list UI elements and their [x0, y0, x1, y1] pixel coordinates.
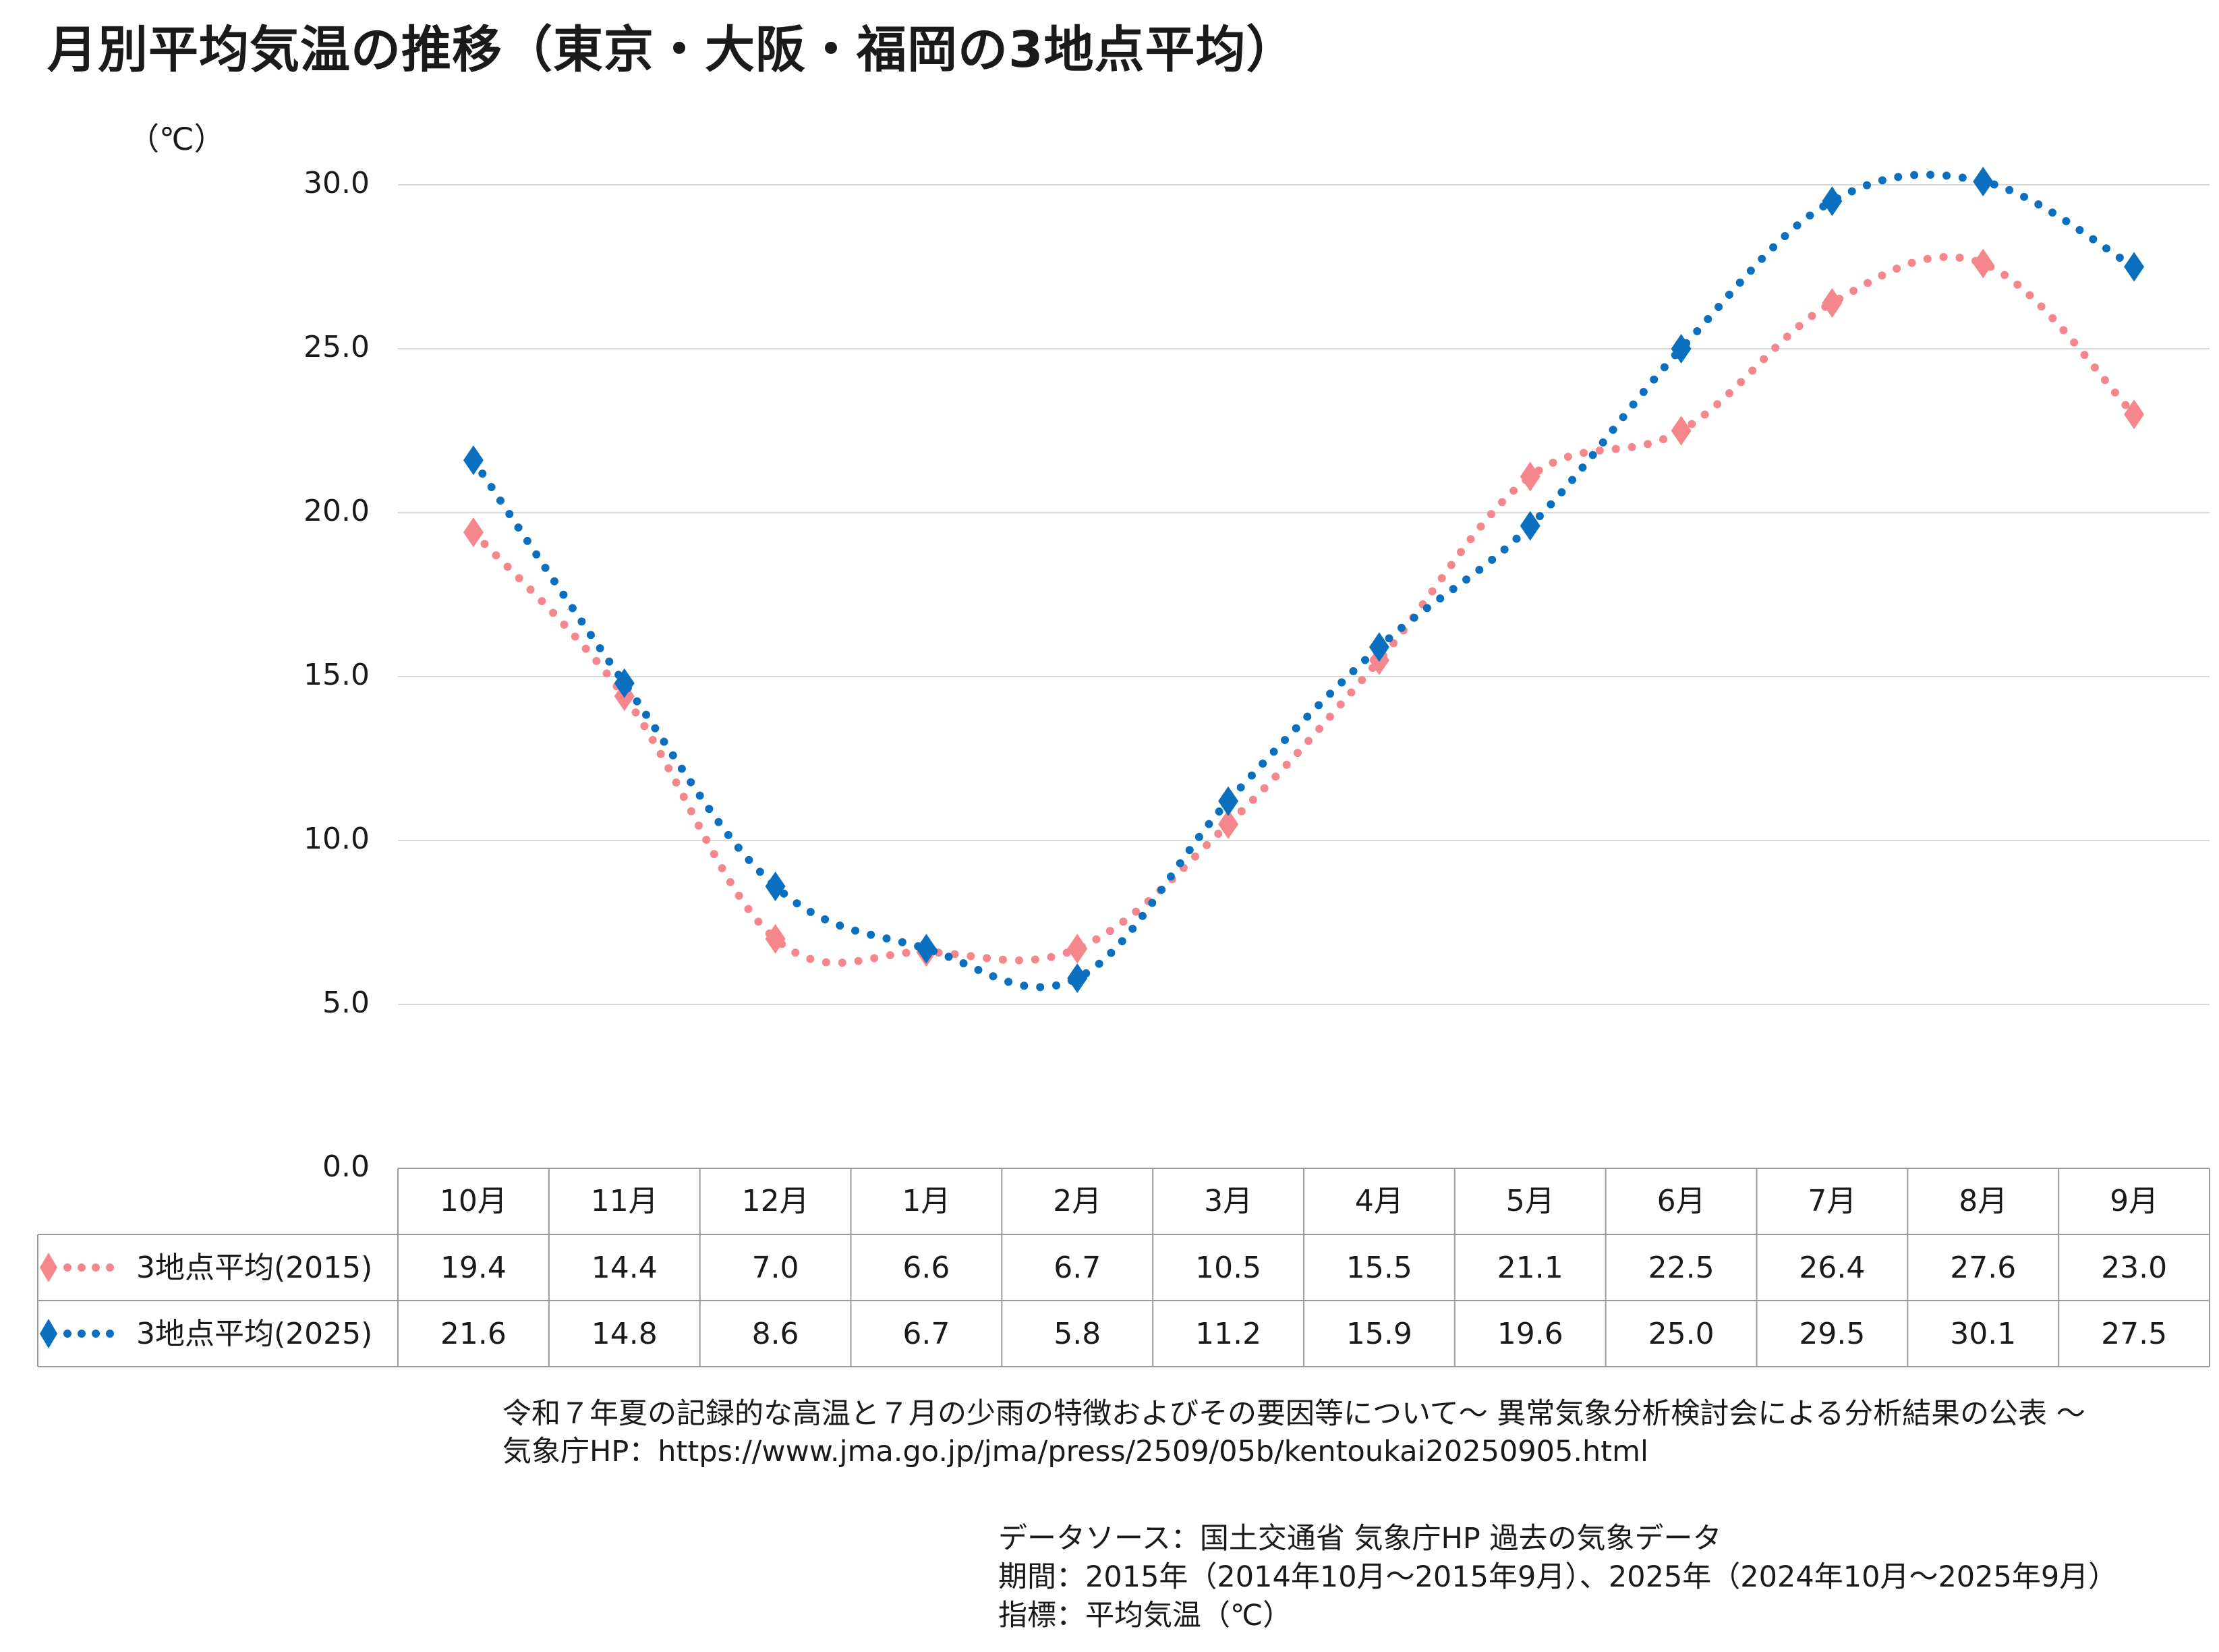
data-table-value: 23.0 — [2101, 1251, 2167, 1285]
data-point — [1822, 186, 1843, 217]
data-table-value: 6.7 — [1054, 1251, 1101, 1285]
y-tick-label: 10.0 — [304, 822, 370, 856]
data-point — [614, 668, 635, 698]
indicator-note: 指標：平均気温（℃） — [998, 1599, 1292, 1632]
x-category-label: 1月 — [902, 1184, 950, 1218]
data-point — [916, 934, 937, 964]
data-point — [463, 517, 484, 548]
data-table-value: 10.5 — [1195, 1251, 1261, 1285]
data-table-value: 14.8 — [592, 1317, 658, 1351]
data-point — [1368, 632, 1389, 662]
data-point — [1822, 287, 1843, 318]
data-notes: データソース：国土交通省 気象庁HP 過去の気象データ 期間：2015年（201… — [998, 1520, 2117, 1635]
x-category-label: 3月 — [1204, 1184, 1252, 1218]
data-point — [1067, 934, 1088, 964]
data-point — [765, 872, 786, 902]
data-point — [1218, 786, 1239, 816]
data-table-value: 21.6 — [440, 1317, 507, 1351]
chart: 0.0 5.0 10.0 15.0 20.0 25.0 30.0 10月 11月 12月 1月 2月 3… — [37, 166, 2210, 1367]
data-table-value: 25.0 — [1648, 1317, 1714, 1351]
legend-label: 3地点平均(2015) — [136, 1251, 372, 1285]
y-tick-label: 20.0 — [304, 494, 370, 528]
data-table-value: 19.6 — [1497, 1317, 1563, 1351]
x-category-label: 6月 — [1657, 1184, 1706, 1218]
data-table-value: 21.1 — [1497, 1251, 1563, 1285]
legend-label: 3地点平均(2025) — [136, 1317, 372, 1351]
data-table-value: 30.1 — [1950, 1317, 2016, 1351]
data-point — [1973, 167, 1994, 197]
data-table-value: 6.6 — [902, 1251, 950, 1285]
data-table-value: 15.9 — [1346, 1317, 1412, 1351]
x-category-label: 8月 — [1959, 1184, 2007, 1218]
data-table-value: 6.7 — [902, 1317, 950, 1351]
data-table-value: 26.4 — [1799, 1251, 1865, 1285]
data-table-value: 22.5 — [1648, 1251, 1714, 1285]
y-axis-unit-label: （℃） — [128, 121, 225, 157]
chart-title: 月別平均気温の推移（東京・大阪・福岡の3地点平均） — [47, 21, 1297, 79]
data-source-note: データソース：国土交通省 気象庁HP 過去の気象データ — [998, 1522, 1722, 1556]
x-category-label: 7月 — [1808, 1184, 1856, 1218]
period-note: 期間：2015年（2014年10月～2015年9月）、2025年（2024年10… — [998, 1560, 2118, 1594]
data-point — [2124, 399, 2145, 430]
data-table-value: 5.8 — [1054, 1317, 1101, 1351]
data-table-value: 14.4 — [592, 1251, 658, 1285]
x-category-label: 10月 — [440, 1184, 507, 1218]
data-table-value: 7.0 — [752, 1251, 799, 1285]
source-reference: 令和７年夏の記録的な高温と７月の少雨の特徴およびその要因等について～ 異常気象分… — [502, 1395, 2085, 1471]
data-point — [765, 923, 786, 954]
source-reference-title: 令和７年夏の記録的な高温と７月の少雨の特徴およびその要因等について～ 異常気象分… — [502, 1397, 2085, 1431]
data-table-value: 15.5 — [1346, 1251, 1412, 1285]
series-line — [469, 170, 2139, 992]
data-point — [1671, 416, 1692, 446]
legend-marker — [40, 1319, 57, 1348]
y-tick-label: 15.0 — [304, 658, 370, 692]
data-table-value: 11.2 — [1195, 1317, 1261, 1351]
data-point — [463, 445, 484, 476]
data-table-value: 29.5 — [1799, 1317, 1865, 1351]
data-point — [1671, 334, 1692, 364]
data-point — [1973, 248, 1994, 279]
data-point — [2124, 252, 2145, 282]
x-category-label: 11月 — [591, 1184, 658, 1218]
data-table-value: 27.6 — [1950, 1251, 2016, 1285]
series-line — [469, 252, 2139, 967]
x-category-label: 4月 — [1355, 1184, 1404, 1218]
x-category-label: 5月 — [1506, 1184, 1555, 1218]
data-point — [1520, 461, 1540, 492]
y-tick-label: 30.0 — [304, 166, 370, 200]
data-table-value: 27.5 — [2101, 1317, 2167, 1351]
y-tick-label: 25.0 — [304, 330, 370, 364]
x-category-label: 9月 — [2110, 1184, 2158, 1218]
data-point — [1218, 809, 1239, 839]
legend-marker — [40, 1253, 57, 1282]
y-tick-label: 5.0 — [322, 986, 370, 1020]
x-category-label: 12月 — [742, 1184, 809, 1218]
source-reference-url: 気象庁HP：https://www.jma.go.jp/jma/press/25… — [502, 1435, 1649, 1469]
x-category-label: 2月 — [1053, 1184, 1101, 1218]
y-tick-label: 0.0 — [322, 1149, 370, 1184]
data-point — [1067, 963, 1088, 994]
data-table-value: 19.4 — [440, 1251, 507, 1285]
data-point — [1520, 511, 1540, 541]
data-table-value: 8.6 — [752, 1317, 799, 1351]
